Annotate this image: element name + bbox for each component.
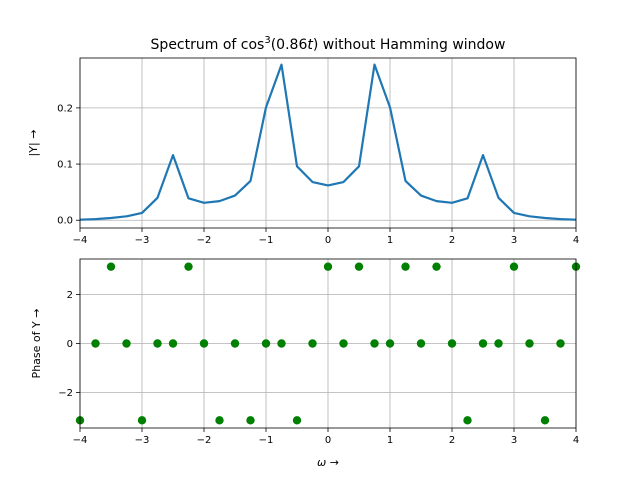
magnitude-xtick-label: 4 xyxy=(573,235,579,246)
magnitude-plot: −4 −3 −2 −1 0 1 2 3 4 0.0 0.1 0.2 |Y| → xyxy=(27,57,579,246)
phase-xtick-label: 1 xyxy=(387,435,393,446)
phase-point xyxy=(246,416,255,425)
phase-ytick-label: 0 xyxy=(67,339,73,350)
phase-point xyxy=(339,339,348,348)
magnitude-xtick-label: 0 xyxy=(325,235,331,246)
phase-point xyxy=(416,339,426,348)
chart-title: Spectrum of cos3(0.86t) without Hamming … xyxy=(151,35,506,53)
phase-point xyxy=(277,339,286,348)
magnitude-xtick-label: 1 xyxy=(387,235,393,246)
phase-point xyxy=(556,339,565,348)
phase-series xyxy=(75,262,581,425)
magnitude-xtick-label: −2 xyxy=(197,235,212,246)
phase-point xyxy=(385,339,395,348)
magnitude-ytick-label: 0.2 xyxy=(57,103,73,114)
magnitude-ytick-label: 0.0 xyxy=(57,216,73,227)
phase-point xyxy=(401,262,410,271)
phase-xtick-label: −1 xyxy=(259,435,274,446)
magnitude-xtick-label: −3 xyxy=(135,235,150,246)
phase-xtick-label: 3 xyxy=(511,435,517,446)
phase-plot: −4 −3 −2 −1 0 1 2 3 4 −2 0 2 Phase of Y → ω → xyxy=(30,258,581,469)
phase-point xyxy=(354,262,364,271)
phase-x-axis-label: ω → xyxy=(317,456,339,469)
phase-y-axis-label: Phase of Y → xyxy=(30,309,43,379)
phase-point xyxy=(540,416,550,425)
magnitude-ticks: −4 −3 −2 −1 0 1 2 3 4 0.0 0.1 0.2 xyxy=(57,103,579,246)
phase-xtick-label: −3 xyxy=(135,435,150,446)
magnitude-line xyxy=(79,63,577,221)
phase-ytick-label: −2 xyxy=(58,388,73,399)
magnitude-xtick-label: 2 xyxy=(449,235,455,246)
phase-point xyxy=(494,339,503,348)
phase-point xyxy=(261,339,271,348)
phase-point xyxy=(447,339,457,348)
phase-point xyxy=(153,339,162,348)
phase-point xyxy=(478,339,488,348)
phase-point xyxy=(509,262,519,271)
phase-point xyxy=(463,416,472,425)
phase-point xyxy=(137,416,147,425)
phase-point xyxy=(184,262,193,271)
phase-xtick-label: 2 xyxy=(449,435,455,446)
magnitude-series xyxy=(79,63,577,221)
magnitude-ytick-label: 0.1 xyxy=(57,160,73,171)
phase-ticks: −4 −3 −2 −1 0 1 2 3 4 −2 0 2 xyxy=(58,290,579,446)
phase-xtick-label: −2 xyxy=(197,435,212,446)
phase-point xyxy=(199,339,209,348)
phase-point xyxy=(215,416,224,425)
phase-ytick-label: 2 xyxy=(67,290,73,301)
phase-point xyxy=(292,416,302,425)
magnitude-grid xyxy=(79,58,577,228)
phase-point xyxy=(323,262,333,271)
phase-point xyxy=(230,339,240,348)
phase-xtick-label: 4 xyxy=(573,435,579,446)
phase-point xyxy=(106,262,116,271)
magnitude-xtick-label: 3 xyxy=(511,235,517,246)
phase-point xyxy=(168,339,178,348)
phase-point xyxy=(370,339,379,348)
phase-point xyxy=(122,339,131,348)
phase-xtick-label: 0 xyxy=(325,435,331,446)
magnitude-xtick-label: −1 xyxy=(259,235,274,246)
phase-point xyxy=(308,339,317,348)
phase-xtick-label: −4 xyxy=(73,435,88,446)
magnitude-xtick-label: −4 xyxy=(73,235,88,246)
phase-point xyxy=(432,262,441,271)
phase-point xyxy=(91,339,100,348)
magnitude-y-axis-label: |Y| → xyxy=(27,130,40,157)
phase-point xyxy=(525,339,534,348)
